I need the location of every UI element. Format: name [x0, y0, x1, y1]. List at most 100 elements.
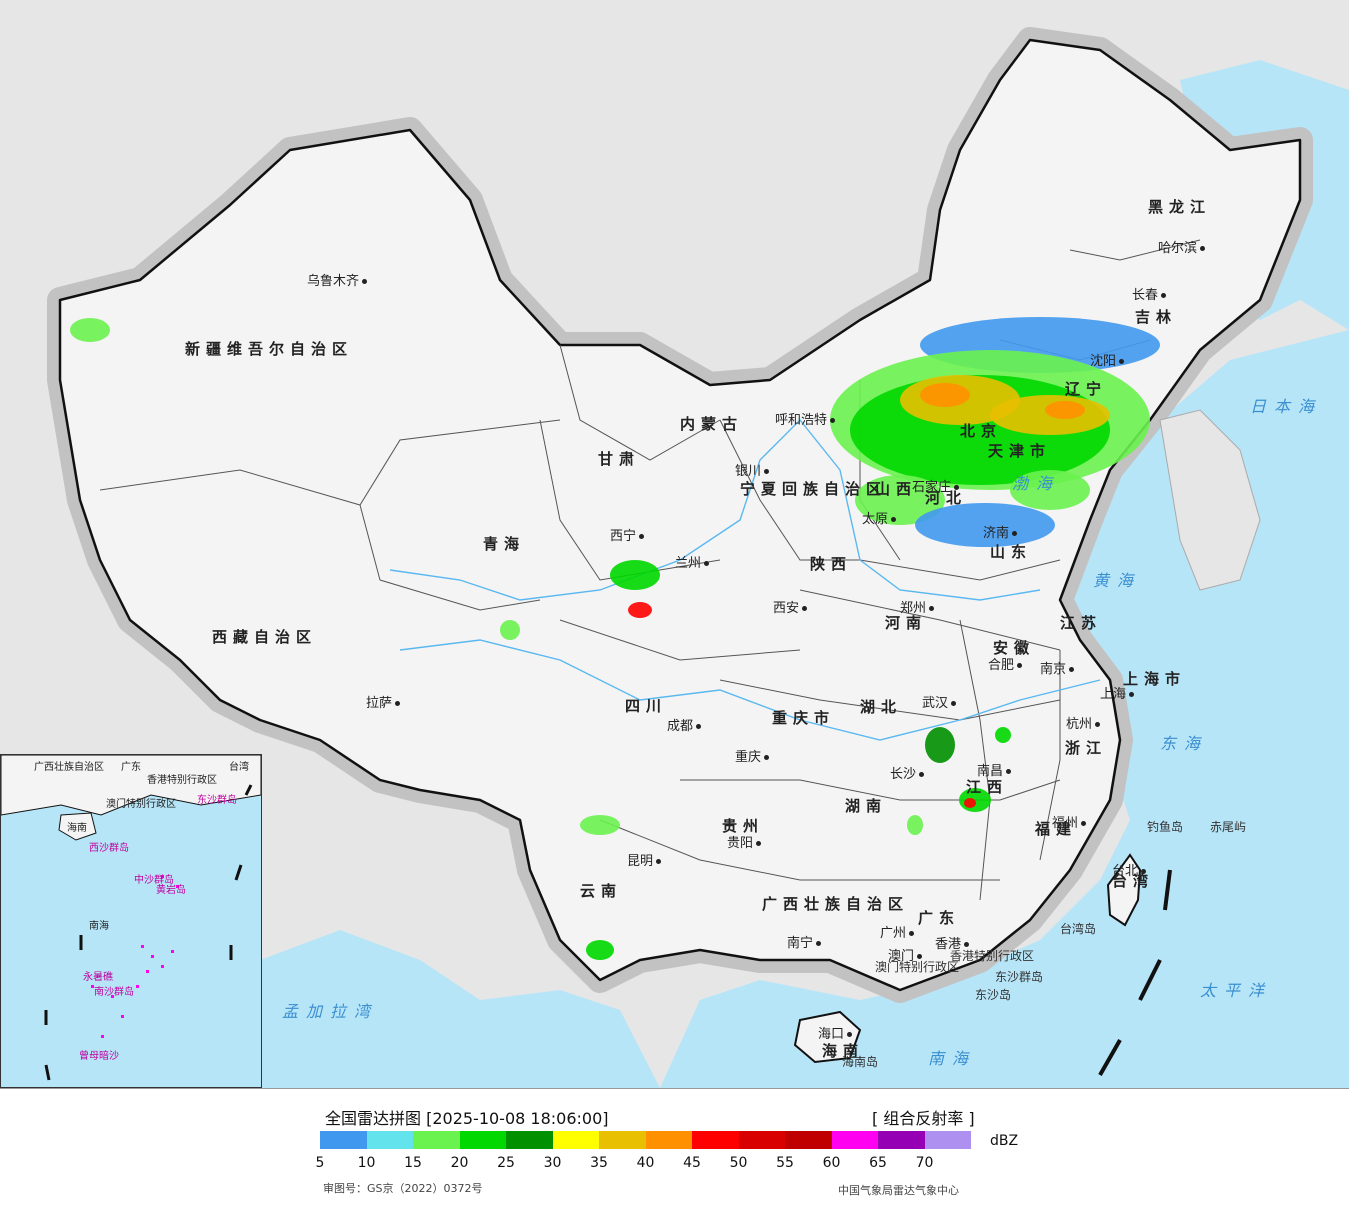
taiwan-island	[1106, 853, 1142, 927]
city-label: 福州	[1052, 812, 1089, 831]
sea-label: 孟加拉湾	[282, 1002, 379, 1021]
tick-label: 40	[636, 1155, 655, 1171]
city-marker-icon	[1095, 722, 1101, 727]
city-name: 武汉	[922, 696, 949, 711]
inset-label: 香港特别行政区	[147, 775, 217, 786]
island-label: 钓鱼岛	[1147, 820, 1184, 834]
city-name: 西宁	[610, 529, 637, 544]
city-name: 上海	[1100, 687, 1127, 702]
province-label: 甘肃	[598, 450, 641, 468]
tick-label: 15	[404, 1155, 422, 1171]
island-label: 海南岛	[842, 1055, 879, 1069]
city-marker-icon	[764, 469, 770, 474]
island-label: 台湾岛	[1060, 922, 1097, 936]
city-name: 郑州	[900, 601, 927, 616]
inset-label: 海南	[67, 823, 87, 834]
tick-label: 55	[776, 1155, 794, 1171]
province-label: 河南	[885, 614, 928, 632]
city-name: 南京	[1040, 662, 1067, 677]
inset-label: 台湾	[229, 762, 249, 773]
city-marker-icon	[1161, 293, 1167, 298]
inset-label: 南海	[89, 921, 109, 932]
radar-echoes	[70, 317, 1160, 960]
city-name: 广州	[880, 926, 907, 941]
city-label: 沈阳	[1090, 350, 1127, 369]
city-label: 乌鲁木齐	[307, 270, 370, 289]
product-name: [ 组合反射率 ]	[872, 1109, 975, 1128]
neighbor-land	[1159, 409, 1261, 591]
china-landmass	[58, 38, 1302, 992]
city-marker-icon	[395, 701, 401, 706]
city-name: 石家庄	[912, 480, 952, 495]
city-label: 哈尔滨	[1158, 237, 1208, 256]
province-label: 北京	[960, 422, 1003, 440]
city-marker-icon	[909, 931, 915, 936]
city-name: 呼和浩特	[775, 413, 828, 428]
city-label: 杭州	[1066, 713, 1103, 732]
inset-label: 中沙群岛	[134, 875, 174, 886]
sea-label: 渤海	[1012, 474, 1061, 493]
island-label: 东沙群岛	[995, 970, 1044, 984]
color-swatch	[459, 1131, 506, 1149]
province-label: 四川	[625, 697, 668, 715]
city-name: 合肥	[988, 658, 1015, 673]
city-label: 香港	[935, 933, 972, 952]
province-label: 天津市	[988, 442, 1052, 460]
city-name: 乌鲁木齐	[307, 274, 360, 289]
province-label: 广西壮族自治区	[762, 895, 910, 913]
legend-title: 全国雷达拼图 [2025-10-08 18:06:00]	[325, 1109, 609, 1128]
city-name: 海口	[818, 1027, 845, 1042]
special-region-label: 香港特别行政区	[950, 949, 1035, 963]
city-label: 石家庄	[912, 476, 962, 495]
island-label: 赤尾屿	[1210, 820, 1247, 834]
city-name: 长沙	[890, 767, 917, 782]
province-label: 内蒙古	[680, 415, 744, 433]
inset-label: 广东	[121, 762, 141, 773]
tick-label: 70	[915, 1155, 934, 1171]
city-name: 南昌	[977, 764, 1004, 779]
province-label: 湖南	[845, 797, 888, 815]
province-label: 新疆维吾尔自治区	[185, 340, 354, 358]
color-swatch	[413, 1131, 460, 1149]
city-marker-icon	[696, 724, 702, 729]
inset-label: 黄岩岛	[156, 885, 186, 896]
city-name: 太原	[862, 512, 889, 527]
city-label: 呼和浩特	[775, 409, 838, 428]
hainan-island	[793, 1010, 862, 1064]
color-swatch	[785, 1131, 832, 1149]
city-marker-icon	[756, 841, 762, 846]
province-label: 上海市	[1123, 670, 1187, 688]
city-name: 昆明	[627, 854, 654, 869]
tick-label: 50	[729, 1155, 748, 1171]
city-name: 济南	[983, 526, 1010, 541]
city-label: 兰州	[675, 552, 712, 571]
city-name: 重庆	[735, 750, 762, 765]
city-label: 郑州	[900, 597, 937, 616]
inset-label: 南沙群岛	[94, 987, 134, 998]
city-label: 西安	[773, 597, 810, 616]
city-name: 拉萨	[366, 696, 393, 711]
maritime-boundary	[1098, 869, 1172, 1076]
city-marker-icon	[954, 485, 960, 490]
special-region-label: 澳门特别行政区	[875, 960, 960, 974]
color-swatch	[692, 1131, 739, 1149]
city-name: 香港	[935, 937, 962, 952]
review-number: 审图号：GS京（2022）0372号	[323, 1182, 483, 1195]
sea-label: 太平洋	[1200, 981, 1273, 1000]
city-name: 成都	[667, 719, 694, 734]
province-label: 广东	[918, 909, 961, 927]
city-marker-icon	[1200, 246, 1206, 251]
city-marker-icon	[639, 534, 645, 539]
tick-label: 5	[315, 1155, 325, 1171]
city-label: 长沙	[890, 763, 927, 782]
city-name: 贵阳	[727, 836, 754, 851]
city-label: 拉萨	[366, 692, 403, 711]
island-label: 东沙岛	[975, 988, 1012, 1002]
city-label: 武汉	[922, 692, 959, 711]
city-marker-icon	[847, 1032, 853, 1037]
color-swatch	[738, 1131, 785, 1149]
color-swatch	[320, 1131, 367, 1149]
city-name: 沈阳	[1090, 354, 1117, 369]
legend-panel: 全国雷达拼图 [2025-10-08 18:06:00] [ 组合反射率 ] 5…	[0, 1089, 1349, 1208]
city-name: 哈尔滨	[1158, 241, 1198, 256]
